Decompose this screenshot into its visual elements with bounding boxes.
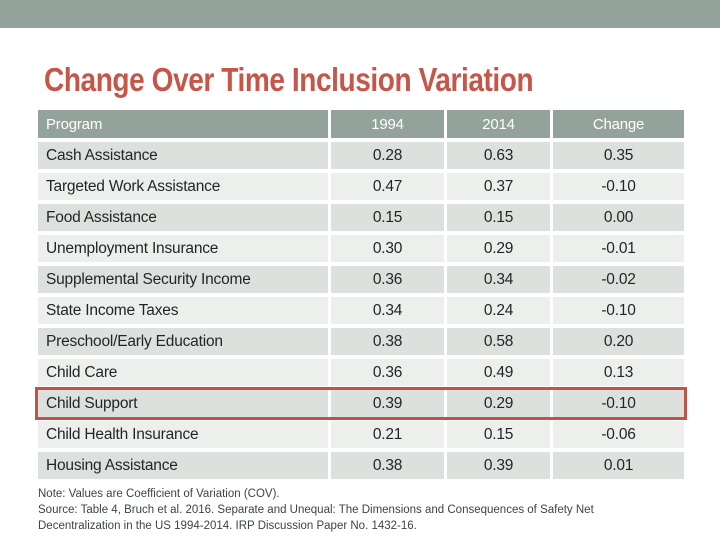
slide-title: Change Over Time Inclusion Variation	[44, 61, 534, 98]
value-1994-cell: 0.36	[331, 359, 444, 386]
program-cell: Cash Assistance	[38, 142, 328, 169]
table-row: Housing Assistance 0.38 0.39 0.01	[38, 452, 684, 479]
value-2014-cell: 0.29	[447, 235, 550, 262]
footnote-source-line2: Decentralization in the US 1994-2014. IR…	[38, 520, 417, 532]
value-2014-cell: 0.63	[447, 142, 550, 169]
program-cell: Housing Assistance	[38, 452, 328, 479]
table-row: Targeted Work Assistance 0.47 0.37 -0.10	[38, 173, 684, 200]
value-1994-cell: 0.15	[331, 204, 444, 231]
value-2014-cell: 0.15	[447, 421, 550, 448]
value-2014-cell: 0.58	[447, 328, 550, 355]
value-1994-cell: 0.28	[331, 142, 444, 169]
value-change-cell: 0.00	[553, 204, 684, 231]
value-change-cell: 0.13	[553, 359, 684, 386]
value-change-cell: 0.01	[553, 452, 684, 479]
value-2014-cell: 0.37	[447, 173, 550, 200]
footnote-note-line: Note: Values are Coefficient of Variatio…	[38, 488, 280, 500]
value-change-cell: -0.01	[553, 235, 684, 262]
value-change-cell: -0.06	[553, 421, 684, 448]
table-row: Supplemental Security Income 0.36 0.34 -…	[38, 266, 684, 293]
value-1994-cell: 0.39	[331, 390, 444, 417]
table-row: Food Assistance 0.15 0.15 0.00	[38, 204, 684, 231]
program-cell: Child Health Insurance	[38, 421, 328, 448]
table-row: Cash Assistance 0.28 0.63 0.35	[38, 142, 684, 169]
value-change-cell: -0.10	[553, 173, 684, 200]
value-2014-cell: 0.49	[447, 359, 550, 386]
value-1994-cell: 0.38	[331, 452, 444, 479]
value-1994-cell: 0.30	[331, 235, 444, 262]
value-change-cell: -0.02	[553, 266, 684, 293]
value-1994-cell: 0.36	[331, 266, 444, 293]
table-row: Unemployment Insurance 0.30 0.29 -0.01	[38, 235, 684, 262]
value-2014-cell: 0.39	[447, 452, 550, 479]
value-change-cell: -0.10	[553, 390, 684, 417]
value-1994-cell: 0.38	[331, 328, 444, 355]
table-row: Child Care 0.36 0.49 0.13	[38, 359, 684, 386]
value-1994-cell: 0.34	[331, 297, 444, 324]
column-header-program: Program	[38, 110, 328, 138]
value-2014-cell: 0.15	[447, 204, 550, 231]
value-2014-cell: 0.34	[447, 266, 550, 293]
data-table: Program 1994 2014 Change Cash Assistance…	[38, 110, 684, 479]
program-cell: Targeted Work Assistance	[38, 173, 328, 200]
program-cell: Child Support	[38, 390, 328, 417]
program-cell: Supplemental Security Income	[38, 266, 328, 293]
table-row: State Income Taxes 0.34 0.24 -0.10	[38, 297, 684, 324]
program-cell: Food Assistance	[38, 204, 328, 231]
value-2014-cell: 0.24	[447, 297, 550, 324]
table-header-row: Program 1994 2014 Change	[38, 110, 684, 138]
value-2014-cell: 0.29	[447, 390, 550, 417]
footnote-source-line: Source: Table 4, Bruch et al. 2016. Sepa…	[38, 504, 594, 516]
program-cell: Preschool/Early Education	[38, 328, 328, 355]
program-cell: Child Care	[38, 359, 328, 386]
table-row-highlighted: Child Support 0.39 0.29 -0.10	[38, 390, 684, 417]
value-change-cell: 0.35	[553, 142, 684, 169]
table-row: Preschool/Early Education 0.38 0.58 0.20	[38, 328, 684, 355]
table-row: Child Health Insurance 0.21 0.15 -0.06	[38, 421, 684, 448]
value-1994-cell: 0.47	[331, 173, 444, 200]
slide-accent-bar	[0, 0, 720, 28]
column-header-1994: 1994	[331, 110, 444, 138]
program-cell: State Income Taxes	[38, 297, 328, 324]
footnote: Note: Values are Coefficient of Variatio…	[38, 486, 698, 534]
value-change-cell: -0.10	[553, 297, 684, 324]
program-cell: Unemployment Insurance	[38, 235, 328, 262]
value-1994-cell: 0.21	[331, 421, 444, 448]
value-change-cell: 0.20	[553, 328, 684, 355]
column-header-change: Change	[553, 110, 684, 138]
column-header-2014: 2014	[447, 110, 550, 138]
